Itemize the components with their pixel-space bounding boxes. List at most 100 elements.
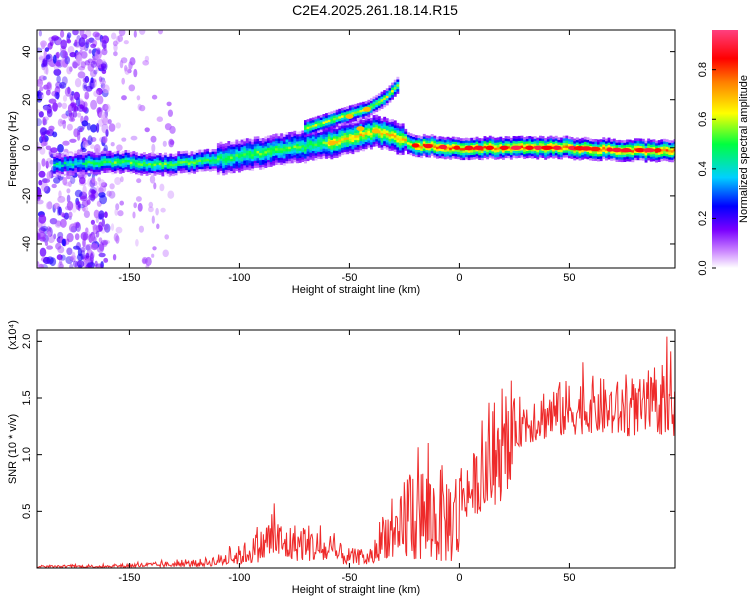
ridge-cell <box>438 143 442 147</box>
ridge-cell <box>599 148 603 152</box>
ridge-cell <box>116 170 120 173</box>
noise-blob <box>148 206 154 213</box>
branch-cell <box>354 113 358 117</box>
ridge-cell <box>98 157 101 161</box>
ridge-cell <box>77 159 80 163</box>
ridge-cell <box>153 173 157 176</box>
ridge-cell <box>377 137 381 141</box>
ridge-cell <box>528 138 532 142</box>
ridge-cell <box>554 138 558 141</box>
ridge-cell <box>121 155 125 159</box>
ridge-cell <box>71 170 75 174</box>
ridge-cell <box>348 128 352 132</box>
branch-cell <box>367 104 371 108</box>
noise-blob <box>158 30 163 35</box>
ridge-cell <box>644 143 648 146</box>
ridge-cell <box>135 157 138 160</box>
noise-blob <box>87 135 93 146</box>
ridge-cell <box>111 164 115 168</box>
ridge-cell <box>407 141 410 145</box>
ridge-cell <box>124 152 128 156</box>
ridge-cell <box>568 143 571 147</box>
ridge-cell <box>135 171 138 175</box>
ridge-cell <box>407 146 410 150</box>
ridge-cell <box>304 141 307 145</box>
ridge-cell <box>127 169 130 173</box>
ridge-cell <box>87 153 91 157</box>
ridge-cell <box>594 158 598 161</box>
branch-cell <box>388 85 392 89</box>
ridge-cell <box>546 155 550 159</box>
ridge-cell <box>185 155 189 159</box>
ridge-cell <box>449 157 453 160</box>
ridge-cell <box>288 144 292 147</box>
ridge-cell <box>185 157 189 161</box>
ridge-cell <box>546 151 550 154</box>
ridge-cell <box>238 141 241 144</box>
ridge-cell <box>443 139 447 143</box>
ridge-cell <box>671 150 674 153</box>
ridge-cell <box>546 141 550 145</box>
ridge-cell <box>203 161 207 165</box>
noise-blob <box>61 102 68 110</box>
ridge-cell <box>536 152 540 155</box>
ridge-cell <box>496 156 500 160</box>
ridge-cell <box>256 136 260 139</box>
branch-cell <box>391 82 394 86</box>
ridge-cell <box>401 149 405 153</box>
ridge-cell <box>422 143 426 147</box>
ridge-cell <box>597 153 600 157</box>
noise-blob <box>60 212 65 217</box>
ridge-cell <box>216 150 220 154</box>
ridge-cell <box>267 140 270 143</box>
branch-cell <box>370 112 373 116</box>
ridge-cell <box>150 172 154 176</box>
ridge-cell <box>219 165 223 169</box>
ridge-cell <box>264 158 268 161</box>
ridge-cell <box>372 124 376 128</box>
branch-cell <box>362 104 365 107</box>
ridge-cell <box>393 127 397 131</box>
ridge-cell <box>100 168 104 171</box>
ridge-cell <box>253 150 257 154</box>
ridge-cell <box>203 154 207 157</box>
ridge-cell <box>253 148 257 152</box>
ridge-cell <box>391 123 394 127</box>
noise-blob <box>37 199 44 205</box>
ridge-cell <box>77 162 80 165</box>
ridge-cell <box>523 146 526 150</box>
ridge-cell <box>620 157 624 160</box>
ridge-cell <box>375 136 379 140</box>
ridge-cell <box>343 135 347 138</box>
x-tick-label: 0 <box>456 572 462 584</box>
noise-blob <box>45 89 51 96</box>
ridge-cell <box>565 142 569 146</box>
noise-blob <box>101 39 107 50</box>
ridge-cell <box>388 138 392 142</box>
noise-blob <box>70 176 76 185</box>
ridge-cell <box>412 146 416 149</box>
ridge-cell <box>430 134 434 137</box>
ridge-cell <box>422 141 426 144</box>
ridge-cell <box>90 168 94 172</box>
ridge-cell <box>364 136 368 140</box>
ridge-cell <box>383 126 387 130</box>
noise-blob <box>37 118 42 127</box>
ridge-cell <box>509 142 513 146</box>
ridge-cell <box>393 139 397 143</box>
ridge-cell <box>277 138 281 141</box>
noise-blob <box>98 221 103 232</box>
ridge-cell <box>317 151 321 155</box>
ridge-cell <box>185 169 189 173</box>
ridge-cell <box>665 156 669 159</box>
ridge-cell <box>322 148 326 152</box>
branch-cell <box>385 95 389 99</box>
ridge-cell <box>341 130 344 134</box>
ridge-cell <box>583 139 587 142</box>
noise-blob <box>167 190 175 199</box>
ridge-cell <box>568 141 571 144</box>
ridge-cell <box>106 158 109 161</box>
ridge-cell <box>404 140 408 144</box>
ridge-cell <box>496 139 500 143</box>
ridge-cell <box>193 166 196 169</box>
